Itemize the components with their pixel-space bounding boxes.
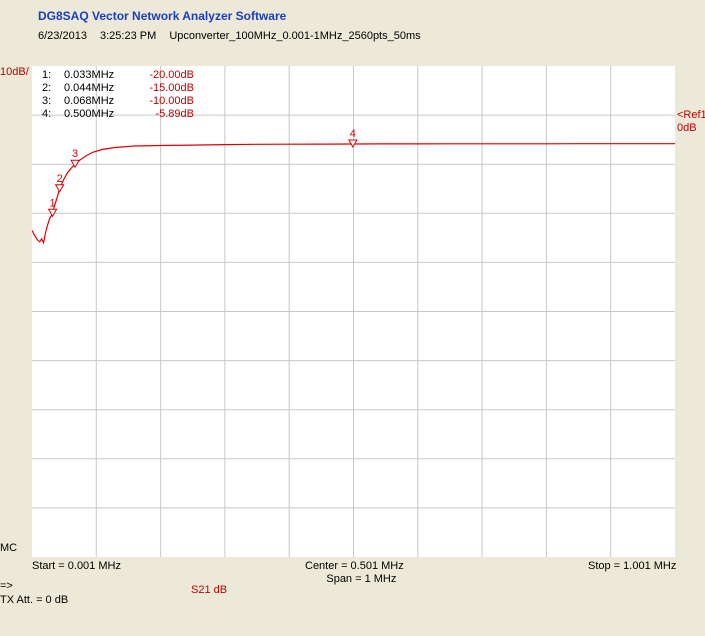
marker-label: 4 — [350, 128, 356, 140]
scale-label[interactable]: 10dB/ — [0, 66, 29, 78]
y-tick-label: -80dB — [641, 493, 671, 506]
mode-label: MC — [0, 542, 18, 554]
measurement-filename: Upconverter_100MHz_0.001-1MHz_2560pts_50… — [169, 30, 421, 42]
marker-row: 3: 0.068MHz -10.00dB — [42, 95, 194, 108]
y-tick-label: -50dB — [641, 346, 671, 359]
y-tick-label: 0dB — [651, 101, 671, 114]
marker-index: 2: — [42, 82, 52, 94]
marker-triangle — [70, 159, 80, 169]
marker-row: 2: 0.044MHz -15.00dB — [42, 82, 194, 95]
center-frequency: Center = 0.501 MHz — [305, 560, 404, 572]
measurement-time: 3:25:23 PM — [100, 30, 157, 42]
y-tick-label: -90dB — [641, 543, 671, 555]
reference-value: 0dB — [677, 122, 697, 134]
marker-triangle — [47, 208, 58, 218]
stop-frequency[interactable]: Stop = 1.001 MHz — [588, 560, 677, 572]
marker-frequency: 0.500MHz — [64, 108, 115, 120]
marker-label: 1 — [50, 197, 56, 209]
marker-frequency: 0.044MHz — [64, 82, 115, 94]
y-tick-label: -30dB — [641, 248, 671, 261]
marker-triangle — [54, 184, 65, 193]
arrow-indicator: => — [0, 580, 13, 592]
marker-label: 3 — [72, 148, 78, 160]
trace-line-s21 — [32, 143, 675, 245]
span-frequency: Span = 1 MHz — [326, 573, 397, 585]
marker-index: 1: — [42, 69, 52, 81]
reference-label: <Ref1 — [677, 109, 705, 121]
center-span[interactable]: Center = 0.501 MHz Span = 1 MHz — [305, 560, 404, 586]
marker-index: 4: — [42, 108, 52, 120]
tx-attenuation: TX Att. = 0 dB — [0, 594, 69, 606]
y-tick-label: -20dB — [641, 199, 671, 212]
y-tick-label: -10dB — [641, 150, 671, 163]
marker-row: 4: 0.500MHz -5.89dB — [42, 108, 194, 121]
marker-frequency: 0.033MHz — [64, 69, 115, 81]
measurement-date: 6/23/2013 — [38, 30, 87, 42]
marker-row: 1: 0.033MHz -20.00dB — [42, 69, 194, 82]
marker-value: -15.00dB — [149, 82, 194, 94]
marker-frequency: 0.068MHz — [64, 95, 115, 107]
app-title: DG8SAQ Vector Network Analyzer Software — [38, 9, 287, 23]
y-tick-label: -60dB — [641, 395, 671, 408]
start-frequency[interactable]: Start = 0.001 MHz — [32, 560, 121, 572]
marker-label: 2 — [57, 173, 63, 185]
marker-table: 1: 0.033MHz -20.00dB 2: 0.044MHz -15.00dB 3: 0.… — [42, 69, 194, 121]
measurement-info: 6/23/2013 3:25:23 PM Upconverter_100MHz_… — [38, 30, 431, 42]
reference-indicator[interactable]: <Ref1 0dB — [677, 109, 705, 135]
marker-value: -5.89dB — [155, 108, 194, 120]
marker-value: -20.00dB — [149, 69, 194, 81]
y-tick-label: -40dB — [641, 297, 671, 310]
trace-label[interactable]: S21 dB — [191, 584, 228, 596]
marker-triangle — [347, 139, 358, 149]
marker-value: -10.00dB — [149, 95, 194, 107]
y-tick-label: -70dB — [641, 444, 671, 457]
marker-index: 3: — [42, 95, 52, 107]
trace-chart[interactable]: 12 3 4 — [32, 66, 675, 557]
